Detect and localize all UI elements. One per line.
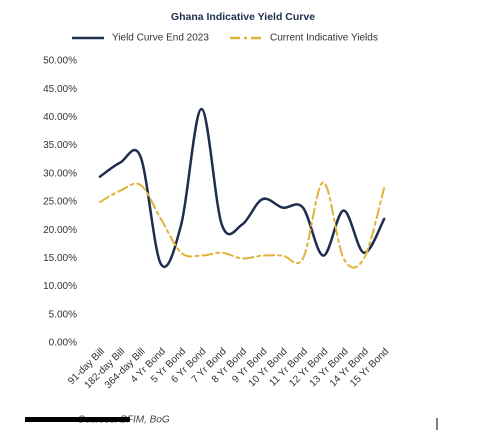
legend-label: Current Indicative Yields (270, 33, 378, 44)
y-tick-label: 30.00% (43, 168, 77, 179)
y-tick-label: 5.00% (49, 309, 77, 320)
legend-label: Yield Curve End 2023 (112, 33, 209, 44)
y-tick-label: 50.00% (43, 56, 77, 67)
chart-title: Ghana Indicative Yield Curve (171, 11, 315, 23)
y-tick-label: 40.00% (43, 112, 77, 123)
y-tick-label: 0.00% (49, 338, 77, 349)
y-tick-label: 20.00% (43, 225, 77, 236)
y-tick-label: 45.00% (43, 84, 77, 95)
redaction-bar (25, 417, 130, 422)
y-tick-label: 15.00% (43, 253, 77, 264)
series-line (99, 181, 386, 269)
series-line (98, 107, 386, 268)
y-tick-label: 10.00% (43, 281, 77, 292)
y-tick-label: 35.00% (43, 140, 77, 151)
y-tick-label: 25.00% (43, 197, 77, 208)
